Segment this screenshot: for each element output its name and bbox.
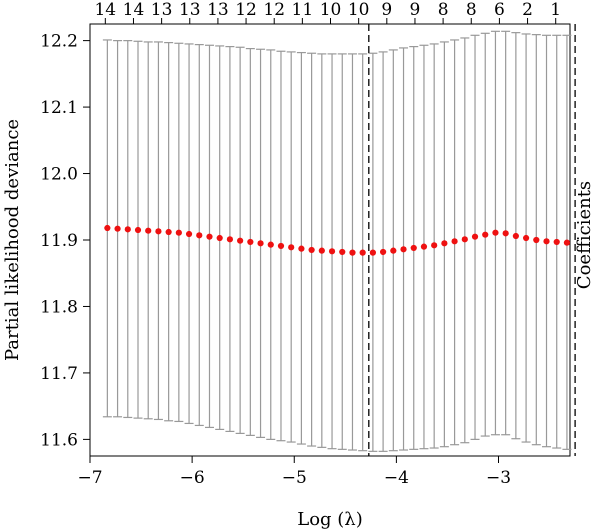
deviance-point xyxy=(390,247,397,254)
top-tick-label: 10 xyxy=(348,0,370,20)
top-tick-label: 13 xyxy=(179,0,201,20)
top-tick-label: 1 xyxy=(550,0,561,20)
deviance-point xyxy=(339,248,346,256)
deviance-point xyxy=(431,242,438,249)
deviance-point xyxy=(400,246,407,253)
deviance-point xyxy=(471,233,479,240)
deviance-point xyxy=(134,226,142,234)
top-tick-label: 13 xyxy=(207,0,229,20)
top-tick-label: 12 xyxy=(263,0,285,20)
deviance-point xyxy=(451,238,458,245)
x-tick-label: −5 xyxy=(282,468,307,488)
top-tick-label: 8 xyxy=(466,0,477,20)
right-axis-title: Coefficients xyxy=(574,181,595,289)
deviance-point xyxy=(165,228,172,236)
top-tick-label: 9 xyxy=(381,0,392,20)
deviance-point xyxy=(492,229,499,236)
top-tick-label: 8 xyxy=(438,0,449,20)
deviance-point xyxy=(226,236,234,243)
deviance-point xyxy=(369,249,376,256)
deviance-point xyxy=(420,243,428,250)
deviance-point xyxy=(308,246,315,254)
deviance-point xyxy=(359,249,366,256)
deviance-point xyxy=(522,234,530,242)
deviance-point xyxy=(196,232,203,239)
reference-lines-group xyxy=(368,24,576,456)
x-tick-label: −6 xyxy=(180,468,205,488)
deviance-point xyxy=(298,245,305,252)
y-tick-label: 11.6 xyxy=(40,430,78,450)
top-tick-label: 6 xyxy=(494,0,505,20)
y-tick-label: 12.0 xyxy=(40,165,78,185)
deviance-point xyxy=(461,236,468,243)
y-tick-label: 11.9 xyxy=(40,231,78,251)
top-axis-group: 14 14 13 13 13 12 12 11 10 10 9 9 8 8 6 2 1 xyxy=(94,0,561,24)
top-tick-label: 13 xyxy=(151,0,173,20)
deviance-point xyxy=(543,238,550,245)
deviance-point xyxy=(441,240,448,247)
y-tick-label: 11.8 xyxy=(40,297,78,317)
top-tick-label: 14 xyxy=(123,0,145,20)
x-tick-label: −7 xyxy=(77,468,102,488)
deviance-point xyxy=(553,238,560,246)
errorbar-group xyxy=(102,30,572,452)
deviance-point xyxy=(185,230,193,238)
plot-frame xyxy=(89,23,571,457)
top-tick-label: 14 xyxy=(94,0,116,20)
deviance-point xyxy=(502,230,509,237)
deviance-point xyxy=(175,229,182,236)
deviance-point xyxy=(328,248,336,255)
x-tick-label: −3 xyxy=(486,468,511,488)
top-tick-label: 2 xyxy=(522,0,533,20)
deviance-point xyxy=(124,226,131,233)
x-axis-title: Log (λ) xyxy=(297,509,363,530)
deviance-point xyxy=(237,237,244,244)
y-axis-title: Partial likelihood deviance xyxy=(2,119,23,361)
top-tick-label: 12 xyxy=(235,0,257,20)
points-group xyxy=(104,224,571,256)
deviance-point xyxy=(155,228,162,235)
deviance-point xyxy=(145,227,152,234)
deviance-point xyxy=(104,224,111,232)
deviance-point xyxy=(247,238,254,246)
deviance-point xyxy=(257,240,264,247)
deviance-point xyxy=(114,225,121,232)
top-tick-label: 11 xyxy=(292,0,314,20)
deviance-point xyxy=(563,239,571,246)
y-tick-label: 12.1 xyxy=(40,98,78,118)
deviance-point xyxy=(410,244,417,252)
deviance-point xyxy=(349,249,356,256)
y-tick-label: 12.2 xyxy=(40,32,78,52)
top-tick-label: 10 xyxy=(320,0,342,20)
x-tick-label: −4 xyxy=(384,468,409,488)
plot-frame-group xyxy=(89,23,571,457)
deviance-point xyxy=(206,233,213,240)
deviance-point xyxy=(380,248,387,256)
deviance-point xyxy=(318,247,325,254)
deviance-point xyxy=(533,236,540,244)
top-tick-label: 9 xyxy=(410,0,421,20)
deviance-point xyxy=(482,231,489,238)
deviance-point xyxy=(277,242,285,250)
deviance-point xyxy=(512,232,519,240)
deviance-point xyxy=(288,244,295,251)
ticks-group: −7 −6 −5 −4 −3 11.6 11.7 11.8 11.9 12.0 12.1 12.2 xyxy=(40,32,511,488)
deviance-point xyxy=(267,241,274,248)
y-tick-label: 11.7 xyxy=(40,364,78,384)
deviance-point xyxy=(216,234,223,242)
